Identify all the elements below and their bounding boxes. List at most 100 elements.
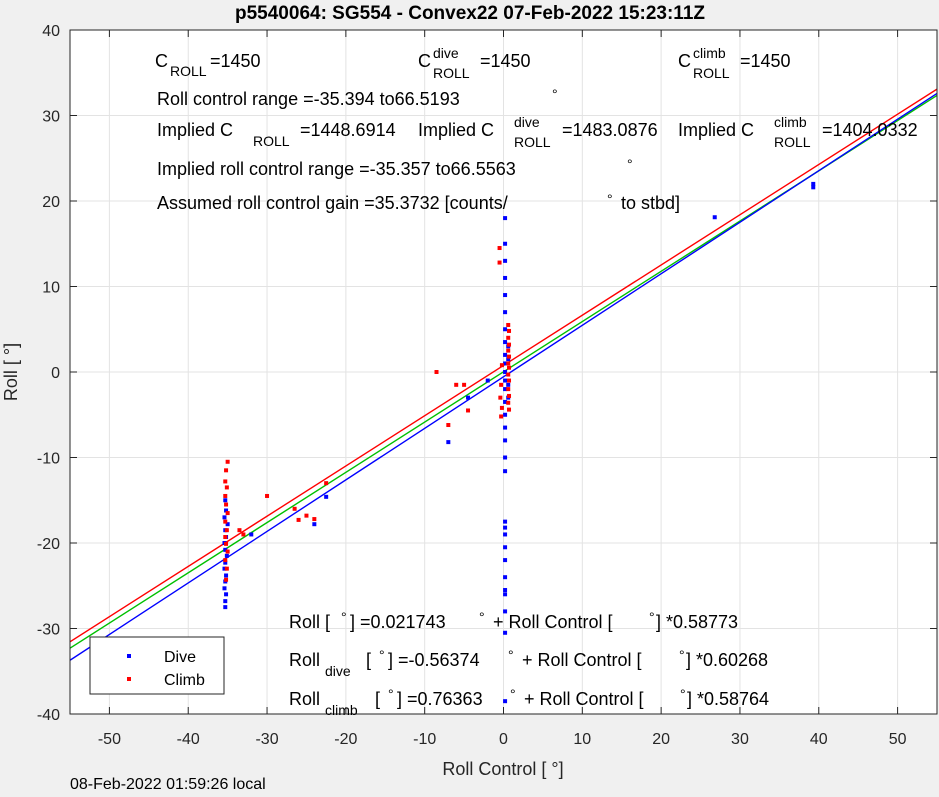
point-dive [503, 545, 508, 550]
implied-climb-sub: ROLL [774, 134, 811, 150]
c-roll-dive-value: =1450 [480, 51, 531, 71]
point-dive [223, 560, 228, 565]
point-climb [224, 566, 229, 571]
y-axis-label: Roll [ °] [1, 343, 21, 401]
point-climb [506, 348, 511, 353]
point-climb [498, 395, 503, 400]
point-dive [485, 378, 490, 383]
legend-climb-label: Climb [164, 672, 205, 689]
point-dive [503, 387, 508, 392]
data-points [222, 181, 816, 704]
x-tick-label: 0 [499, 731, 508, 748]
point-dive [223, 605, 228, 610]
point-climb [224, 528, 229, 533]
point-climb [304, 513, 309, 518]
point-dive [503, 558, 508, 563]
point-dive [222, 515, 227, 520]
point-climb [292, 506, 297, 511]
point-dive [506, 357, 511, 362]
point-dive [503, 293, 508, 298]
point-dive [503, 630, 508, 635]
point-dive [223, 599, 228, 604]
point-climb [497, 246, 502, 251]
x-tick-label: 50 [889, 731, 907, 748]
eq3-part-e: ] *0.58764 [687, 689, 769, 709]
eq3-part-c: ] =0.76363 [397, 689, 483, 709]
legend: Dive Climb [89, 636, 225, 695]
implied-c-roll-climb-label: Implied C [678, 120, 754, 140]
point-climb [225, 459, 230, 464]
eq3-roll: Roll [289, 689, 320, 709]
point-dive [503, 216, 508, 221]
eq3-degree-c: ° [680, 686, 686, 702]
point-climb [225, 511, 230, 516]
c-roll-dive-label: C [418, 51, 431, 71]
y-tick-label: 30 [42, 109, 60, 126]
tick-labels: -50 -40 -30 -20 -10 0 10 20 30 40 50 -40 -30 -20 -10 0 1… [37, 23, 937, 748]
x-tick-label: -40 [177, 731, 200, 748]
eq1-part-d: ] *0.58773 [656, 612, 738, 632]
implied-c-roll-value: =1448.6914 [300, 120, 396, 140]
point-climb [462, 382, 467, 387]
point-dive [503, 361, 508, 366]
point-climb [507, 328, 512, 333]
point-dive [503, 258, 508, 263]
eq3-sub: climb [325, 702, 358, 718]
point-dive [503, 327, 508, 332]
point-climb [507, 407, 512, 412]
x-tick-label: 30 [731, 731, 749, 748]
eq2-degree-a: ° [379, 647, 385, 663]
point-climb [506, 322, 511, 327]
point-dive [503, 588, 508, 593]
point-dive [223, 498, 228, 503]
point-climb [224, 577, 229, 582]
point-climb [324, 481, 329, 486]
footer-timestamp: 08-Feb-2022 01:59:26 local [70, 776, 266, 792]
point-climb [507, 354, 512, 359]
point-dive [503, 532, 508, 537]
x-tick-label: -10 [413, 731, 436, 748]
implied-c-roll-climb-value: =1404.0332 [822, 120, 918, 140]
point-dive [503, 370, 508, 374]
point-climb [499, 363, 504, 368]
point-dive [503, 525, 508, 530]
point-dive [811, 185, 816, 190]
point-climb [507, 342, 512, 347]
y-tick-label: -40 [37, 707, 60, 724]
c-roll-climb-value: =1450 [740, 51, 791, 71]
implied-c-roll-dive-value: =1483.0876 [562, 120, 658, 140]
implied-dive-sub: ROLL [514, 134, 551, 150]
point-dive [503, 310, 508, 315]
fit-line-dive [69, 92, 938, 661]
degree-symbol-1: ° [552, 86, 558, 102]
point-climb [223, 479, 228, 484]
point-climb [224, 541, 229, 546]
point-climb [497, 260, 502, 265]
c-roll-climb-sup: climb [693, 45, 726, 61]
point-climb [225, 549, 230, 554]
point-climb [507, 365, 512, 370]
implied-roll-control-range: Implied roll control range =-35.357 to66… [157, 159, 516, 179]
c-roll-value: =1450 [210, 51, 261, 71]
point-climb [296, 517, 301, 522]
point-dive [503, 699, 508, 704]
point-climb [237, 528, 242, 533]
point-dive [446, 440, 451, 445]
roll-control-range: Roll control range =-35.394 to66.5193 [157, 89, 460, 109]
y-tick-label: 10 [42, 280, 60, 297]
x-axis-label: Roll Control [ °] [442, 759, 563, 779]
point-climb [224, 502, 229, 507]
eq2-degree-c: ° [679, 647, 685, 663]
point-climb [265, 493, 270, 498]
eq1-part-c: + Roll Control [ [493, 612, 613, 632]
eq1-part-a: Roll [ [289, 612, 330, 632]
point-dive [506, 382, 511, 387]
x-tick-label: -30 [255, 731, 278, 748]
point-climb [223, 519, 228, 524]
point-dive [503, 241, 508, 246]
eq2-roll: Roll [289, 650, 320, 670]
point-dive [811, 181, 816, 186]
c-roll-sub: ROLL [170, 63, 207, 79]
